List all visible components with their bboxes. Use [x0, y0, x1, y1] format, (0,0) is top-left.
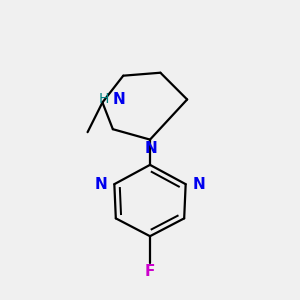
Text: H: H [99, 92, 110, 106]
Text: N: N [94, 177, 107, 192]
Text: N: N [145, 141, 158, 156]
Text: N: N [112, 92, 125, 107]
Text: N: N [193, 177, 206, 192]
Text: F: F [145, 264, 155, 279]
